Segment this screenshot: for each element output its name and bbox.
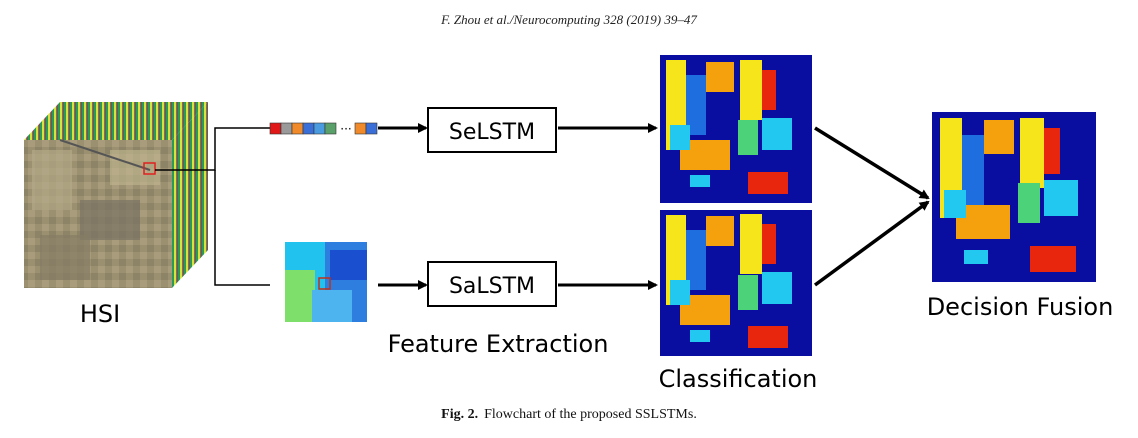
arrow-spectral-to-fusion [814,126,930,200]
classification-label: Classification [659,365,818,393]
feature-extraction-label: Feature Extraction [388,330,609,358]
svg-text:···: ··· [340,122,351,136]
figure-caption: Fig. 2. Flowchart of the proposed SSLSTMs… [0,407,1138,423]
spectral-classification-map [660,55,812,203]
salstm-label: SaLSTM [449,274,535,299]
running-head: F. Zhou et al./Neurocomputing 328 (2019)… [441,12,697,27]
branch-line-lower [214,170,270,286]
arrow-spatial-to-fusion [813,200,930,287]
spatial-patch-marker [318,277,331,290]
caption-label: Fig. 2. [441,407,479,422]
spatial-classification-map [660,210,812,356]
hsi-patch-marker [143,162,156,175]
selstm-box [427,107,557,153]
decision-fusion-label: Decision Fusion [927,293,1114,321]
branch-line [155,127,270,171]
selstm-label: SeLSTM [449,120,535,145]
hsi-label: HSI [80,300,120,328]
hsi-cube-top-face [24,102,208,140]
caption-text: Flowchart of the proposed SSLSTMs. [484,407,697,422]
fused-classification-map [932,112,1096,282]
hsi-cube-side-face [172,102,208,288]
spectral-vector: ··· [269,122,378,136]
spatial-patch [285,242,367,322]
hsi-cube [24,102,208,288]
flowchart-figure: HSI ··· SeLSTM SaLSTM Feature Extraction [24,55,1114,393]
salstm-box [427,261,557,307]
